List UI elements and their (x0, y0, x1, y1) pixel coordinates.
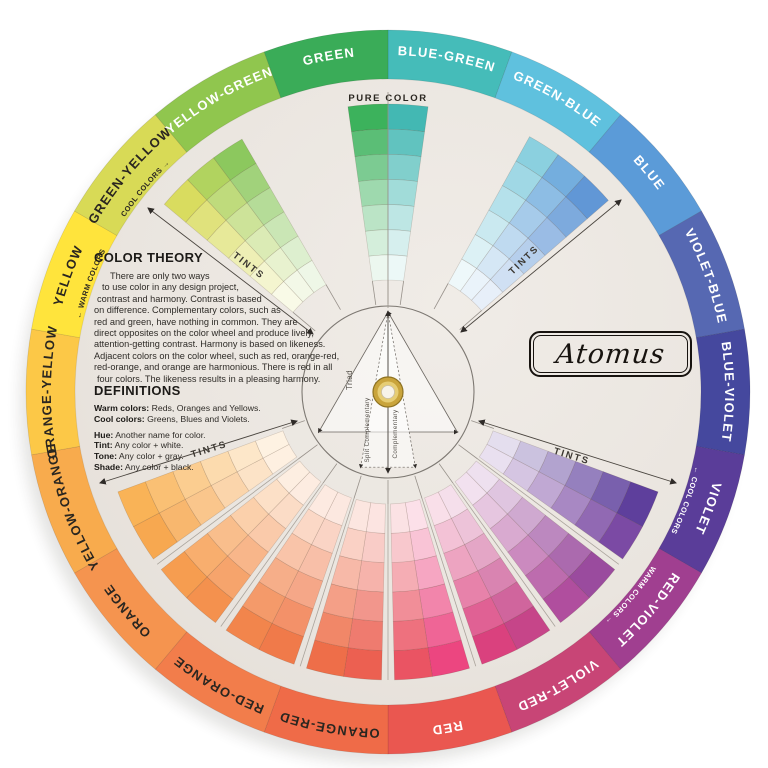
fan-group-4-swatch (347, 618, 384, 651)
pure-color-swatch (354, 153, 389, 182)
fan-group-4-swatch (352, 589, 384, 622)
definitions-group: Warm colors: Reds, Oranges and Yellows. C… (94, 403, 344, 425)
center-diagram: Triad Split Complementary Complementary (301, 92, 475, 479)
pure-color-swatch (351, 128, 389, 157)
pure-color-swatch (387, 153, 422, 182)
color-theory-block: COLOR THEORY There are only two ways to u… (94, 250, 404, 385)
brand-badge-inner-border (533, 335, 688, 373)
ring-label-blue-violet: BLUE-VIOLET (718, 341, 737, 444)
color-theory-heading: COLOR THEORY (94, 250, 204, 265)
split-complementary-label: Split Complementary (364, 397, 371, 463)
guide-line (322, 463, 338, 484)
pure-color-label: PURE COLOR (348, 93, 427, 104)
fan-group-1-swatch (454, 471, 488, 506)
color-theory-line: on difference. Complementary colors, suc… (94, 305, 281, 316)
color-theory-line: attention-getting contrast. Harmony is b… (94, 339, 326, 350)
guide-line (325, 284, 341, 310)
tints-arrow-upper-left (147, 207, 314, 335)
guide-line (414, 475, 423, 499)
fan-group-3-swatch (393, 647, 433, 681)
definitions-heading: DEFINITIONS (94, 383, 181, 398)
brand-name: Atomus (554, 338, 667, 370)
ring-label-orange-yellow: ORANGE-YELLOW (39, 324, 60, 460)
guide-line (452, 482, 556, 627)
color-theory-line: There are only two ways (110, 271, 210, 281)
definition-entry: Tint: Any color + white. (94, 440, 184, 451)
definitions-group: Hue: Another name for color. Tint: Any co… (94, 430, 344, 473)
definition-entry: Shade: Any color + black. (94, 461, 194, 472)
guide-line (421, 498, 477, 667)
tints-arrow-lower-right (478, 419, 677, 485)
pure-color-swatch (387, 128, 425, 157)
guide-line (438, 463, 454, 484)
color-theory-line: four colors. The likeness results in a p… (97, 373, 321, 384)
fan-group-4-swatch (347, 499, 372, 532)
definition-term: Warm colors: (94, 403, 150, 413)
pure-color-swatch (387, 179, 418, 207)
definition-term: Hue: (94, 429, 114, 440)
fan-group-2-swatch (424, 491, 452, 526)
split-complementary-edge (387, 311, 417, 469)
definition-entry: Cool colors: Greens, Blues and Violets. (94, 413, 250, 424)
color-theory-line: contrast and harmony. Contrast is based (97, 293, 262, 304)
guide-line (220, 482, 324, 627)
fan-group-3-swatch (391, 560, 420, 593)
fan-group-3-swatch (390, 502, 411, 534)
color-theory-line: red-orange, and orange are harmonious. T… (94, 362, 333, 373)
fan-group-3-swatch (392, 589, 424, 622)
tints-arrow-lower-left (99, 419, 298, 485)
complementary-label: Complementary (392, 409, 399, 458)
definition-term: Shade: (94, 461, 123, 472)
triad-edge (317, 311, 389, 434)
triad-label: Triad (345, 370, 354, 390)
pure-color-swatch (387, 204, 415, 232)
grommet-hole (381, 385, 395, 399)
fan-group-5-swatch (308, 484, 339, 519)
color-theory-line: to use color in any design project, (102, 282, 239, 293)
guide-line (298, 444, 318, 460)
color-theory-paragraph: There are only two ways to use color in a… (94, 271, 404, 385)
color-theory-line: red and green, have nothing in common. T… (94, 316, 298, 327)
pure-color-swatch (387, 103, 429, 133)
fan-group-3-swatch (392, 618, 429, 651)
definition-term: Cool colors: (94, 413, 145, 424)
definition-entry: Warm colors: Reds, Oranges and Yellows. (94, 403, 261, 413)
definitions-entries: Warm colors: Reds, Oranges and Yellows. C… (94, 403, 344, 473)
ring-label-red: RED (431, 718, 464, 738)
guide-line (372, 281, 377, 305)
guide-line (353, 475, 362, 499)
definition-term: Tone: (94, 451, 117, 462)
fan-group-4-swatch (343, 647, 383, 681)
pure-color-swatch (361, 204, 389, 232)
pure-color-swatch (387, 254, 408, 282)
pure-color-swatch (358, 179, 389, 207)
tints-arrow-upper-right (460, 199, 622, 333)
guide-line (458, 444, 478, 460)
tints-arrows (99, 199, 677, 485)
definition-term: Tint: (94, 440, 113, 451)
color-theory-line: direct opposites on the color wheel and … (94, 328, 314, 339)
definition-entry: Tone: Any color + gray. (94, 451, 184, 462)
definitions-block: DEFINITIONS Warm colors: Reds, Oranges a… (94, 383, 344, 478)
guide-line (399, 281, 404, 305)
color-theory-line: Adjacent colors on the color wheel, such… (94, 350, 340, 361)
split-complementary-edge (359, 311, 389, 469)
guide-line (299, 498, 355, 667)
pure-color-swatch (347, 103, 389, 133)
definition-entry: Hue: Another name for color. (94, 429, 206, 440)
hue-ring (25, 29, 751, 755)
triad-edge (387, 310, 458, 433)
guide-line (433, 283, 449, 310)
brand-badge: Atomus (529, 331, 692, 377)
